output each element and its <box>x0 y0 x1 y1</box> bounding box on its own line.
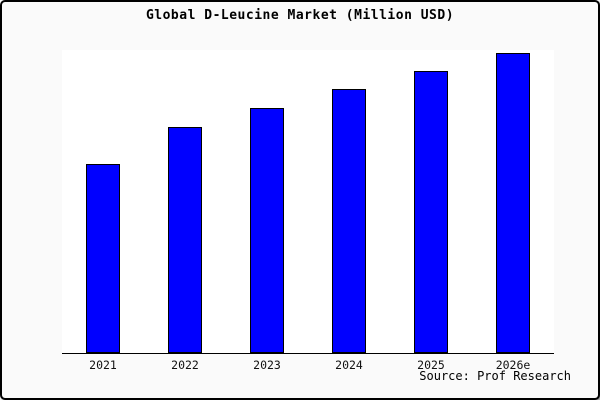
x-tick-label-2024: 2024 <box>335 358 363 372</box>
plot-area <box>62 50 554 354</box>
x-tick-label-2021: 2021 <box>89 358 117 372</box>
bar-2021 <box>86 164 120 353</box>
bar-2024 <box>332 89 366 353</box>
bar-2022 <box>168 127 202 353</box>
x-tick-label-2023: 2023 <box>253 358 281 372</box>
bar-2026e <box>496 53 530 353</box>
chart-title: Global D-Leucine Market (Million USD) <box>145 8 455 23</box>
bar-2025 <box>414 71 448 353</box>
x-tick-label-2026e: 2026e <box>495 358 531 372</box>
x-tick-label-2022: 2022 <box>171 358 199 372</box>
x-tick-label-2025: 2025 <box>417 358 445 372</box>
source-credit: Source: Prof Research <box>419 369 571 383</box>
bar-2023 <box>250 108 284 353</box>
